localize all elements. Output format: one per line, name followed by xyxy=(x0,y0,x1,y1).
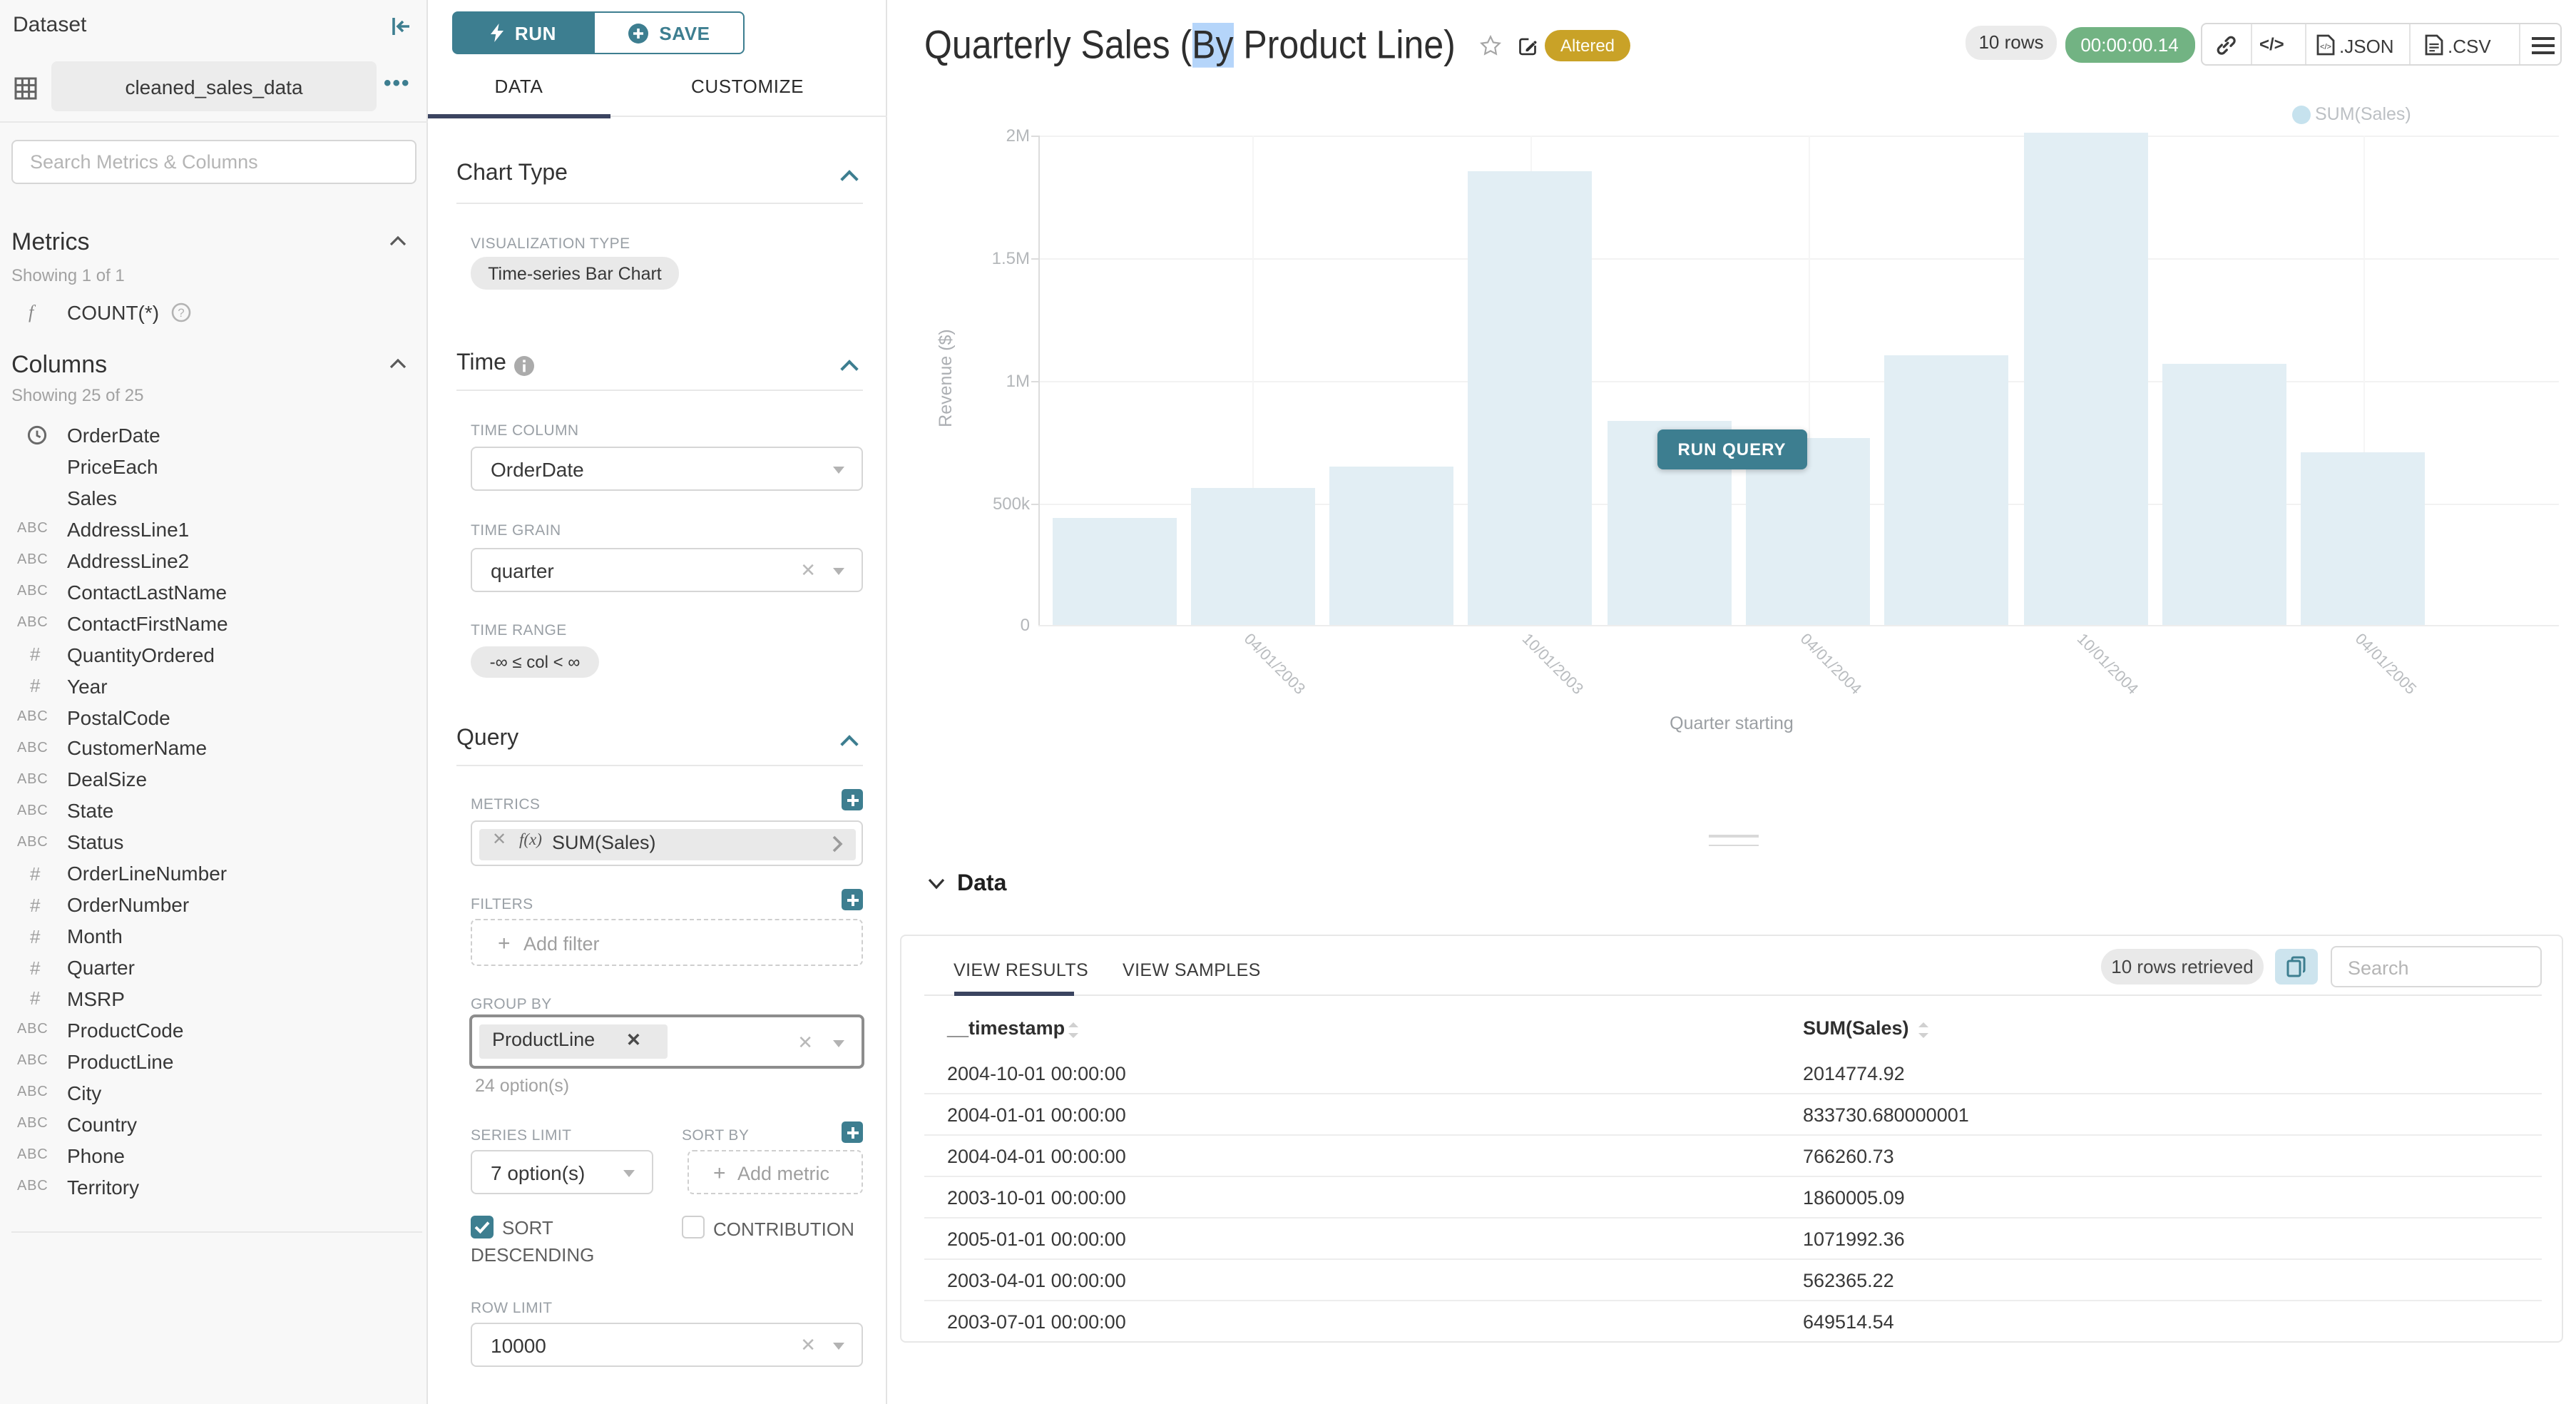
svg-text:</>: </> xyxy=(2320,43,2331,51)
svg-text:?: ? xyxy=(178,306,184,320)
